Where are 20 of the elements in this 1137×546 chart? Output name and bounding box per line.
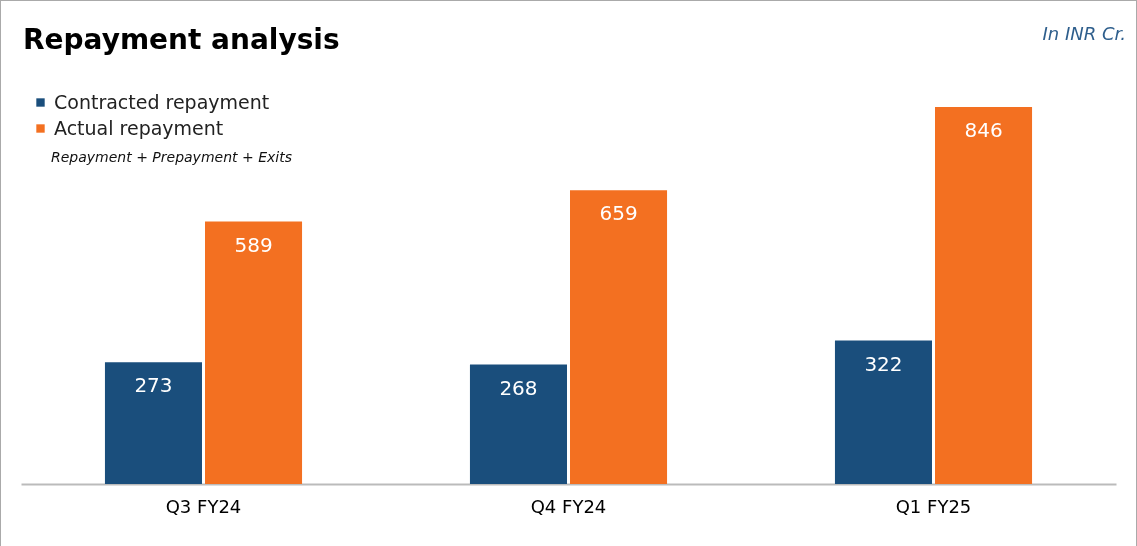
legend-label: Actual repayment [54, 116, 224, 139]
data-label: 846 [964, 118, 1003, 142]
text: In INR Cr. [1042, 23, 1126, 44]
annotation: Repayment + Prepayment + Exits [51, 149, 292, 165]
data-label: 589 [234, 232, 273, 257]
bar [570, 190, 668, 484]
bar [935, 107, 1033, 484]
data-label: 273 [134, 373, 173, 398]
bar [469, 364, 567, 484]
bar [104, 362, 202, 484]
bar [205, 221, 303, 484]
data-label: 268 [499, 375, 538, 400]
data-label: 322 [864, 351, 903, 376]
data-label: 659 [599, 201, 638, 226]
x-tick-label: Q3 FY24 [165, 495, 242, 517]
chart-title: Repayment analysis [23, 23, 340, 56]
bar [834, 340, 932, 484]
legend-label: Contracted repayment [54, 90, 270, 113]
x-tick-label: Q4 FY24 [530, 495, 607, 517]
x-tick-label: Q1 FY25 [895, 495, 972, 517]
